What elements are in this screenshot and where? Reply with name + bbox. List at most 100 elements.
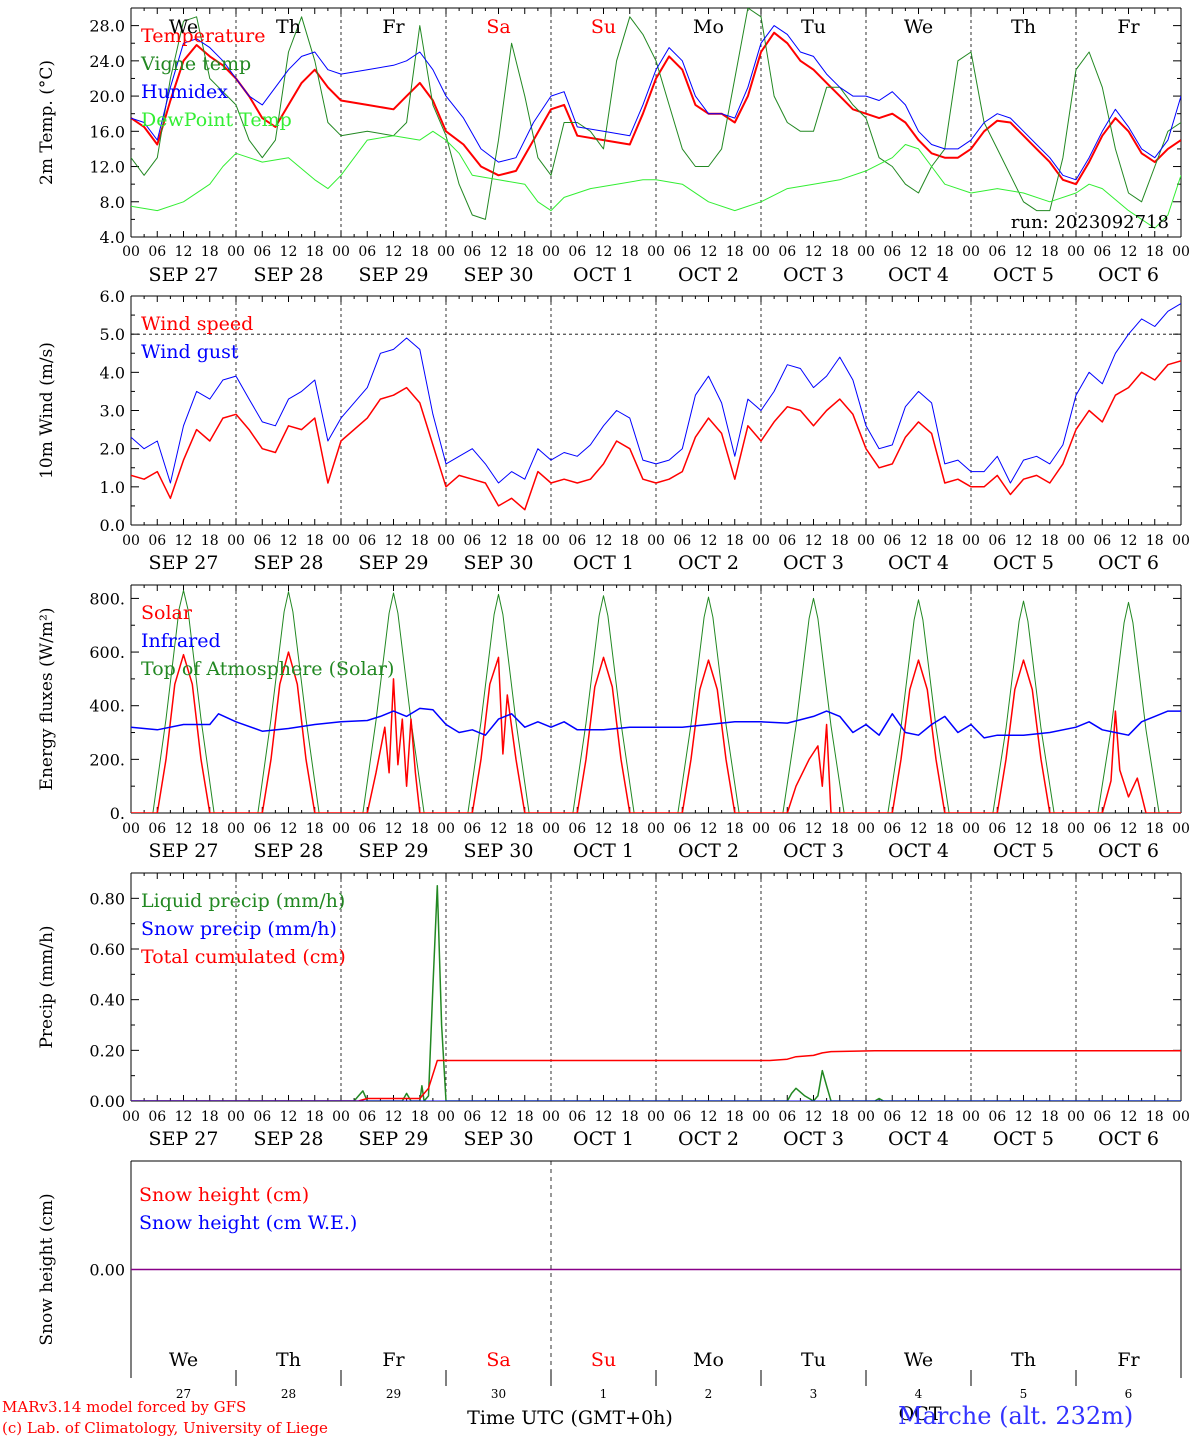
weekday-label: Sa <box>486 16 510 38</box>
date-label: OCT 6 <box>1098 840 1159 862</box>
hour-tick-label: 06 <box>778 821 796 837</box>
date-label: OCT 1 <box>573 840 634 862</box>
legend-entry: Total cumulated (cm) <box>141 946 346 968</box>
hour-tick-label: 06 <box>673 821 691 837</box>
hour-tick-label: 00 <box>1172 821 1190 837</box>
hour-tick-label: 06 <box>148 821 166 837</box>
hour-tick-label: 00 <box>1172 1109 1190 1125</box>
panel-temp: 4.0 8.0 12.0 16.0 20.0 24.0 28.0 2m Temp. (°C) T… <box>37 7 1190 286</box>
weekday-label: We <box>169 16 198 38</box>
hour-tick-label: 18 <box>516 821 534 837</box>
hour-tick-label: 06 <box>253 244 271 260</box>
hour-tick-label: 00 <box>647 533 665 549</box>
panel-wind: 0.0 1.0 2.0 3.0 4.0 5.0 6.0 10m Wind (m/s) Wind … <box>37 287 1190 574</box>
hour-tick-label: 12 <box>385 821 403 837</box>
hour-tick-label: 00 <box>1067 533 1085 549</box>
date-label: OCT 1 <box>573 1128 634 1150</box>
legend-entry: DewPoint Temp <box>141 109 292 131</box>
series-line-dewpoint-temp <box>131 130 1181 229</box>
hour-tick-label: 18 <box>516 244 534 260</box>
y-tick-label: 800. <box>89 589 125 608</box>
hour-tick-label: 00 <box>962 244 980 260</box>
y-tick-label: 400. <box>89 697 125 716</box>
hour-tick-label: 06 <box>463 821 481 837</box>
hour-tick-label: 18 <box>831 533 849 549</box>
legend-entry: Snow height (cm) <box>139 1184 309 1206</box>
hour-tick-label: 00 <box>332 533 350 549</box>
hour-tick-label: 00 <box>647 244 665 260</box>
hour-tick-label: 12 <box>385 1109 403 1125</box>
hour-tick-label: 06 <box>568 244 586 260</box>
legend-entry: Solar <box>141 602 193 624</box>
hour-tick-label: 00 <box>1067 1109 1085 1125</box>
hour-tick-label: 00 <box>1172 244 1190 260</box>
y-tick-label: 0.00 <box>89 1092 125 1111</box>
weekday-label: Su <box>591 16 616 38</box>
hour-tick-label: 18 <box>201 1109 219 1125</box>
hour-tick-label: 18 <box>516 1109 534 1125</box>
series-line-solar <box>131 651 1181 813</box>
hour-tick-label: 18 <box>936 533 954 549</box>
hour-tick-label: 18 <box>1146 1109 1164 1125</box>
weekday-label: Su <box>591 1349 616 1371</box>
weekday-label: Th <box>276 1349 301 1371</box>
hour-tick-label: 12 <box>805 533 823 549</box>
hour-tick-label: 12 <box>175 821 193 837</box>
date-label: OCT 2 <box>678 264 739 286</box>
weekday-label: We <box>904 1349 933 1371</box>
date-label: SEP 28 <box>254 1128 324 1150</box>
hour-tick-label: 18 <box>1146 821 1164 837</box>
hour-tick-label: 18 <box>306 821 324 837</box>
hour-tick-label: 00 <box>962 1109 980 1125</box>
hour-tick-label: 18 <box>306 533 324 549</box>
hour-tick-label: 00 <box>227 821 245 837</box>
date-label: OCT 3 <box>783 840 844 862</box>
hour-tick-label: 00 <box>122 533 140 549</box>
day-number-label: 5 <box>1020 1387 1028 1401</box>
hour-tick-label: 00 <box>647 1109 665 1125</box>
date-label: OCT 5 <box>993 1128 1054 1150</box>
hour-tick-label: 18 <box>831 821 849 837</box>
hour-tick-label: 18 <box>411 1109 429 1125</box>
hour-tick-label: 06 <box>358 244 376 260</box>
date-label: SEP 29 <box>359 840 429 862</box>
hour-tick-label: 12 <box>805 1109 823 1125</box>
y-axis-title: 10m Wind (m/s) <box>37 342 57 479</box>
hour-tick-label: 00 <box>122 821 140 837</box>
date-label: SEP 28 <box>254 264 324 286</box>
hour-tick-label: 00 <box>857 244 875 260</box>
y-tick-label: 12.0 <box>89 158 125 177</box>
hour-tick-label: 18 <box>1041 821 1059 837</box>
hour-tick-label: 06 <box>463 533 481 549</box>
hour-tick-label: 06 <box>673 1109 691 1125</box>
day-number-label: 27 <box>176 1387 191 1401</box>
hour-tick-label: 00 <box>542 533 560 549</box>
hour-tick-label: 18 <box>831 1109 849 1125</box>
hour-tick-label: 06 <box>148 1109 166 1125</box>
hour-tick-label: 06 <box>673 533 691 549</box>
station-name: Marche (alt. 232m) <box>898 1402 1134 1430</box>
hour-tick-label: 18 <box>621 1109 639 1125</box>
legend-entry: Snow precip (mm/h) <box>141 918 337 940</box>
hour-tick-label: 12 <box>595 821 613 837</box>
hour-tick-label: 06 <box>883 533 901 549</box>
weekday-label: Th <box>1011 16 1036 38</box>
hour-tick-label: 06 <box>148 244 166 260</box>
hour-tick-label: 18 <box>726 821 744 837</box>
legend-entry: Infrared <box>141 630 221 652</box>
hour-tick-label: 00 <box>752 533 770 549</box>
series-line-vigne-temp <box>131 8 1181 220</box>
y-tick-label: 4.0 <box>100 228 125 247</box>
hour-tick-label: 12 <box>700 244 718 260</box>
legend-entry: Liquid precip (mm/h) <box>141 890 345 912</box>
hour-tick-label: 00 <box>752 244 770 260</box>
hour-tick-label: 18 <box>201 244 219 260</box>
hour-tick-label: 18 <box>516 533 534 549</box>
hour-tick-label: 06 <box>148 533 166 549</box>
y-tick-label: 0.40 <box>89 991 125 1010</box>
hour-tick-label: 18 <box>411 821 429 837</box>
hour-tick-label: 00 <box>962 821 980 837</box>
series-line-wind-gust <box>131 303 1181 484</box>
hour-tick-label: 12 <box>1015 244 1033 260</box>
